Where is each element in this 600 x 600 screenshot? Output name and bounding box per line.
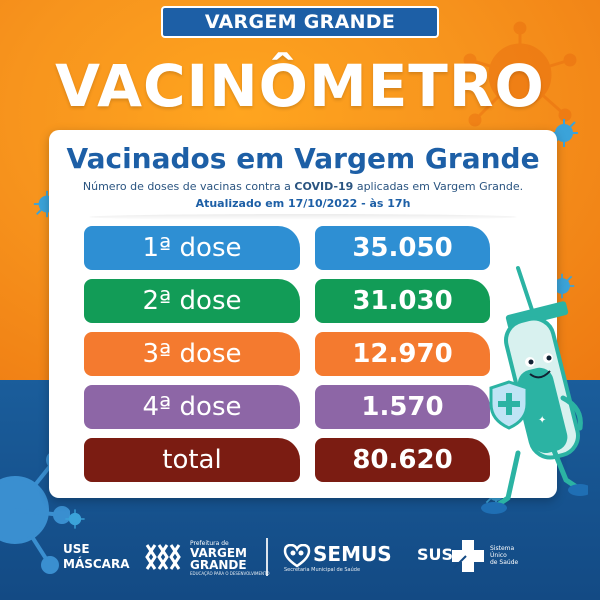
dose-label: 4ª dose <box>84 385 300 429</box>
semus-subtitle: Secretaria Municipal de Saúde <box>284 567 361 573</box>
shield-icon <box>489 380 529 430</box>
divider <box>89 214 517 220</box>
dose-label: 3ª dose <box>84 332 300 376</box>
semus-logo <box>283 544 311 568</box>
prefeitura-tagline: EDUCAÇÃO PARA O DESENVOLVIMENTO <box>190 571 270 576</box>
prefeitura-text: Prefeitura de VARGEM GRANDE EDUCAÇÃO PAR… <box>190 540 270 576</box>
sus-line: Sistema <box>490 545 515 552</box>
dose-value: 12.970 <box>315 332 490 376</box>
semus-text: SEMUS <box>313 542 392 566</box>
dose-value: 35.050 <box>315 226 490 270</box>
page-title: VACINÔMETRO <box>55 52 545 120</box>
prefeitura-logo <box>145 544 181 570</box>
use-mask-text: USE MÁSCARA <box>63 542 130 572</box>
subtitle-highlight: COVID-19 <box>294 180 354 193</box>
prefeitura-name: GRANDE <box>190 558 247 572</box>
virus-icon <box>550 119 578 147</box>
sus-subtitle: Sistema Único de Saúde <box>490 545 518 566</box>
virus-icon <box>463 21 577 127</box>
use-mask-line: USE <box>63 542 90 556</box>
sus-text: SUS <box>417 545 454 564</box>
footer: USE MÁSCARA Prefeitura de VARGEM GRANDE … <box>0 530 600 586</box>
total-value: 80.620 <box>315 438 490 482</box>
dose-value: 1.570 <box>315 385 490 429</box>
subtitle-text: aplicadas em Vargem Grande. <box>353 180 524 193</box>
updated-timestamp: Atualizado em 17/10/2022 - às 17h <box>195 197 411 210</box>
sus-line: Único <box>490 552 507 559</box>
dose-label: 2ª dose <box>84 279 300 323</box>
svg-text:✦: ✦ <box>538 415 546 426</box>
card-subtitle: Número de doses de vacinas contra a COVI… <box>49 180 557 193</box>
use-mask-line: MÁSCARA <box>63 557 130 571</box>
city-banner: VARGEM GRANDE <box>161 6 439 38</box>
dose-label: 1ª dose <box>84 226 300 270</box>
virus-icon <box>65 509 85 529</box>
footer-divider <box>266 538 268 576</box>
virus-icon <box>549 273 575 299</box>
card-title: Vacinados em Vargem Grande <box>66 142 540 175</box>
dose-value: 31.030 <box>315 279 490 323</box>
prefeitura-name: VARGEM <box>190 546 247 560</box>
sus-line: de Saúde <box>490 559 519 566</box>
vaccination-card: Vacinados em Vargem Grande Número de dos… <box>49 130 557 498</box>
total-label: total <box>84 438 300 482</box>
sus-logo <box>452 540 484 572</box>
prefeitura-label: Prefeitura de <box>190 540 229 547</box>
subtitle-text: Número de doses de vacinas contra a <box>82 180 295 193</box>
